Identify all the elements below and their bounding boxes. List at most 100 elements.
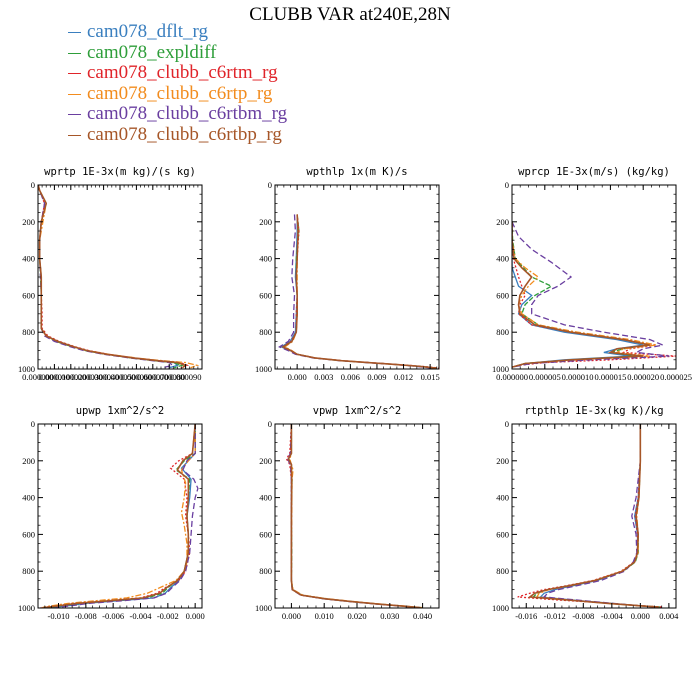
y-tick-label: 0 (268, 419, 272, 429)
series-line (288, 424, 422, 608)
y-tick-label: 1000 (255, 364, 272, 374)
series-line (512, 221, 650, 368)
y-tick-label: 200 (496, 456, 509, 466)
x-tick-label: 0.000070 (137, 372, 169, 382)
y-tick-label: 200 (259, 217, 272, 227)
chart-panel-5: vpwp 1xm^2/s^2 0 200 400 600 800 1000 0.000 0.01… (255, 405, 440, 621)
y-tick-label: 400 (22, 493, 35, 503)
y-tick-label: 400 (259, 493, 272, 503)
series-line (38, 185, 190, 369)
series-line (282, 214, 438, 369)
y-tick-label: 1000 (492, 364, 509, 374)
legend-item: cam078_expldiff (68, 41, 287, 64)
y-tick-label: 600 (22, 290, 35, 300)
chart-title: rtpthlp 1E-3x(kg K)/kg (524, 405, 663, 417)
x-tick-label: 0.000080 (153, 372, 185, 382)
series-line (38, 185, 200, 369)
plot-frame (274, 184, 440, 370)
x-tick-label: 0.040 (413, 611, 432, 621)
legend-line-c6rtp (68, 93, 81, 95)
x-tick-label: 0.030 (380, 611, 399, 621)
series-line (512, 221, 657, 368)
x-tick-label: 0.000 (282, 611, 301, 621)
series-line (281, 214, 439, 369)
legend-item: cam078_clubb_c6rtp_rg (68, 82, 287, 105)
series-line (285, 424, 421, 608)
x-tick-label: -0.010 (48, 611, 70, 621)
x-tick-label: -0.004 (601, 611, 624, 621)
chart-title: wprcp 1E-3x(m/s) (kg/kg) (518, 166, 670, 178)
y-tick-label: 800 (259, 566, 272, 576)
y-tick-label: 200 (259, 456, 272, 466)
series-line (278, 214, 432, 369)
series-line (283, 214, 436, 369)
y-tick-label: 600 (259, 290, 272, 300)
x-tick-label: 0.000015 (594, 372, 626, 382)
x-tick-label: -0.006 (102, 611, 124, 621)
x-tick-label: 0.000 (288, 372, 307, 382)
chart-panel-1: wprtp 1E-3x(m kg)/(s kg) 0 200 400 600 800 100… (18, 166, 203, 382)
legend-item: cam078_clubb_c6rtm_rg (68, 62, 287, 84)
x-tick-label: 0.000010 (38, 372, 70, 382)
series-line (542, 424, 657, 608)
x-tick-label: 0.000020 (55, 372, 87, 382)
plot-frame (37, 184, 203, 370)
series-line (41, 424, 196, 608)
series-line (512, 221, 670, 368)
figure-title: CLUBB VAR at240E,28N (249, 4, 451, 25)
legend-item: cam078_dflt_rg (68, 21, 287, 43)
series-line (289, 424, 423, 608)
legend-line-c6rtbm (68, 114, 81, 116)
y-tick-label: 800 (22, 566, 35, 576)
series-line (512, 221, 676, 368)
series-line (38, 185, 185, 369)
legend: cam078_dflt_rg cam078_expldiff cam078_cl… (68, 21, 288, 146)
chart-title: upwp 1xm^2/s^2 (76, 405, 165, 417)
y-tick-label: 0 (505, 419, 509, 429)
y-tick-label: 600 (259, 529, 272, 539)
x-tick-label: -0.012 (544, 611, 566, 621)
series-line (512, 221, 644, 368)
x-tick-label: 0.000050 (104, 372, 136, 382)
plot-frame (274, 423, 440, 609)
plot-frame (511, 184, 677, 370)
chart-title: wpthlp 1x(m K)/s (306, 166, 407, 178)
x-tick-label: 0.000060 (120, 372, 152, 382)
series-line (287, 424, 421, 608)
x-tick-label: 0.000020 (627, 372, 659, 382)
legend-label: cam078_clubb_c6rtbm_rg (87, 103, 288, 124)
y-tick-label: 600 (22, 529, 35, 539)
legend-label: cam078_expldiff (87, 41, 217, 63)
chart-panel-3: wprcp 1E-3x(m/s) (kg/kg) 0 200 400 600 800 100… (492, 166, 692, 382)
series-line (38, 185, 188, 369)
series-line (40, 424, 196, 608)
x-tick-label: 0.000 (631, 611, 650, 621)
chart-panel-2: wpthlp 1x(m K)/s 0 200 400 600 800 1000 0.000 0.… (255, 166, 440, 382)
y-tick-label: 400 (496, 493, 509, 503)
x-tick-label: 0.009 (367, 372, 386, 382)
legend-item: cam078_clubb_c6rtbp_rg (68, 123, 287, 146)
legend-line-c6rtm (68, 73, 81, 75)
x-tick-label: 0.000 (186, 611, 205, 621)
series-line (44, 424, 196, 608)
series-line (38, 185, 179, 369)
y-tick-label: 800 (496, 566, 509, 576)
y-tick-label: 400 (259, 254, 272, 264)
x-tick-label: 0.012 (394, 372, 413, 382)
x-tick-label: 0.020 (347, 611, 366, 621)
legend-label: cam078_clubb_c6rtp_rg (87, 82, 273, 104)
x-tick-label: 0.000000 (496, 372, 528, 382)
x-tick-label: 0.004 (659, 611, 679, 621)
legend-label: cam078_clubb_c6rtbp_rg (87, 123, 282, 145)
series-line (51, 424, 196, 608)
y-tick-label: 200 (22, 456, 35, 466)
series-line (287, 424, 420, 608)
legend-line-c6rtbp (68, 134, 81, 136)
y-tick-label: 0 (31, 419, 35, 429)
legend-item: cam078_clubb_c6rtbm_rg (68, 103, 288, 125)
x-tick-label: -0.008 (75, 611, 97, 621)
x-tick-label: 0.010 (315, 611, 334, 621)
legend-label: cam078_dflt_rg (87, 21, 209, 42)
y-tick-label: 1000 (18, 603, 35, 613)
